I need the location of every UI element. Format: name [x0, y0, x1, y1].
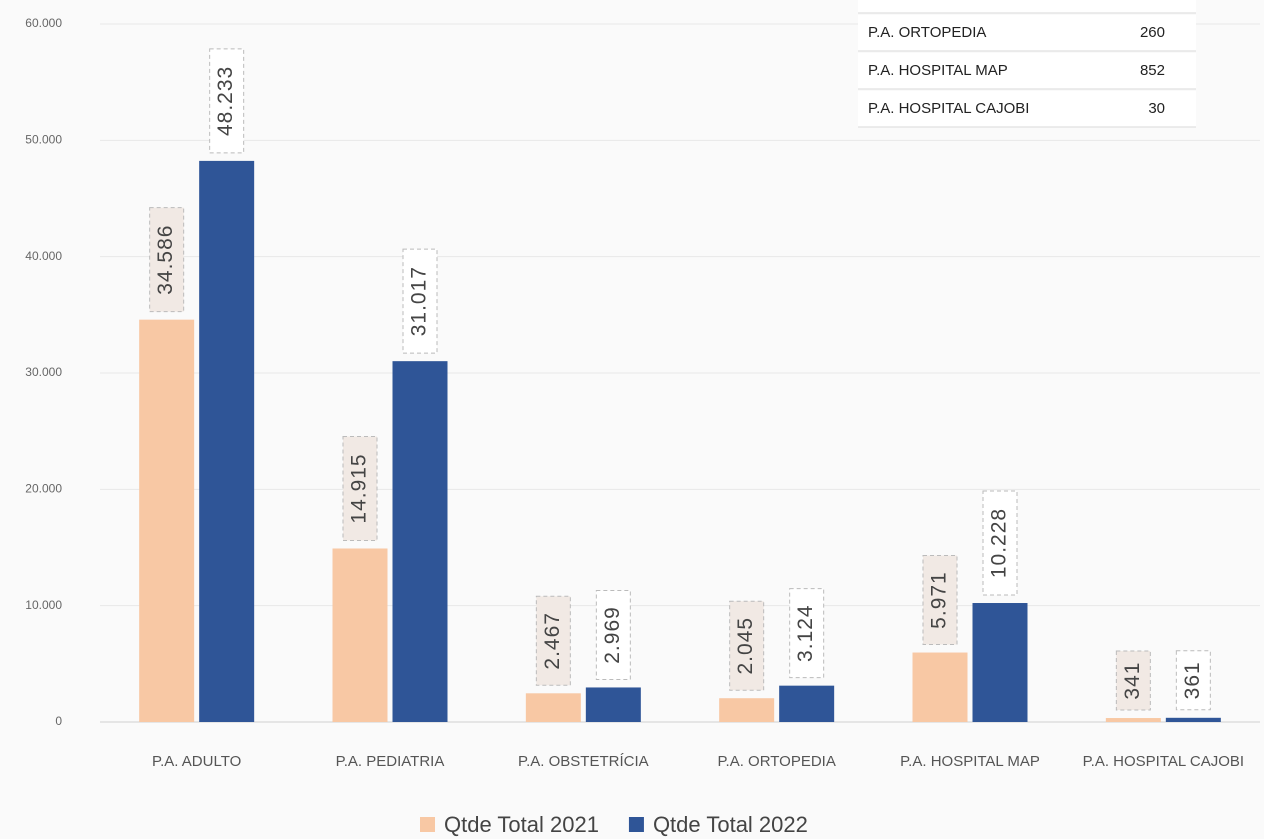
- x-tick-label: P.A. ORTOPEDIA: [717, 753, 835, 770]
- bar: [972, 603, 1028, 722]
- bar: [585, 687, 641, 722]
- table-row-bg: [858, 53, 1196, 89]
- value-label-box: [209, 48, 245, 154]
- y-tick-label: 50.000: [25, 133, 62, 147]
- x-tick-label: P.A. ADULTO: [152, 753, 241, 770]
- table-row-bg: [858, 15, 1196, 51]
- legend-label: Qtde Total 2022: [653, 812, 808, 837]
- value-label-box: [342, 435, 378, 541]
- y-tick-label: 60.000: [25, 16, 62, 30]
- table-row-bg: [858, 0, 1196, 13]
- value-label: 31.017: [408, 266, 431, 336]
- bar: [332, 548, 388, 722]
- value-label: 2.969: [601, 606, 624, 664]
- y-tick-label: 20.000: [25, 482, 62, 496]
- x-tick-label: P.A. PEDIATRIA: [336, 753, 445, 770]
- bar: [779, 685, 835, 722]
- x-tick-label: P.A. HOSPITAL MAP: [900, 753, 1040, 770]
- y-tick-label: 10.000: [25, 598, 62, 612]
- value-label: 34.586: [154, 225, 177, 295]
- bar: [719, 698, 775, 722]
- bar: [1165, 717, 1221, 722]
- x-tick-label: P.A. OBSTETRÍCIA: [518, 753, 649, 770]
- table-row-bg: [858, 91, 1196, 127]
- value-label: 14.915: [348, 453, 371, 523]
- bar: [392, 361, 448, 722]
- value-label-box: [535, 595, 571, 686]
- bar: [912, 652, 968, 722]
- bar: [1105, 718, 1161, 722]
- value-label-box: [729, 600, 765, 691]
- value-label: 3.124: [794, 604, 817, 662]
- y-tick-label: 30.000: [25, 365, 62, 379]
- value-label: 341: [1121, 662, 1144, 700]
- value-label-box: [149, 207, 185, 313]
- legend-swatch: [420, 817, 435, 832]
- legend-swatch: [628, 817, 644, 832]
- table-cell: P.A. HOSPITAL CAJOBI: [868, 100, 1029, 117]
- legend-label: Qtde Total 2021: [444, 812, 599, 837]
- value-label: 361: [1181, 661, 1204, 699]
- value-label: 2.045: [734, 617, 757, 675]
- value-label-box: [922, 555, 958, 646]
- value-label: 10.228: [988, 508, 1011, 578]
- table-cell: 852: [1140, 62, 1165, 79]
- table-cell: P.A. ORTOPEDIA: [868, 24, 986, 41]
- table-cell: P.A. HOSPITAL MAP: [868, 62, 1008, 79]
- table-cell: 247: [1140, 0, 1165, 3]
- y-tick-label: 40.000: [25, 249, 62, 263]
- bar: [139, 319, 195, 722]
- table-cell: 30: [1148, 100, 1165, 117]
- value-label-box: [595, 589, 631, 680]
- value-label-box: [789, 588, 825, 679]
- value-label-box: [982, 490, 1018, 596]
- table-cell: P.A. OBSTETRÍCIA: [868, 0, 999, 3]
- value-label-box: [402, 248, 438, 354]
- table-cell: 260: [1140, 24, 1165, 41]
- value-label-box: [1115, 650, 1151, 711]
- value-label: 48.233: [214, 66, 237, 136]
- y-tick-label: 0: [55, 714, 62, 728]
- value-label: 5.971: [928, 571, 951, 629]
- bar: [525, 693, 581, 722]
- value-label-box: [1175, 650, 1211, 711]
- value-label: 2.467: [541, 612, 564, 670]
- bar: [199, 160, 255, 723]
- x-tick-label: P.A. HOSPITAL CAJOBI: [1083, 753, 1244, 770]
